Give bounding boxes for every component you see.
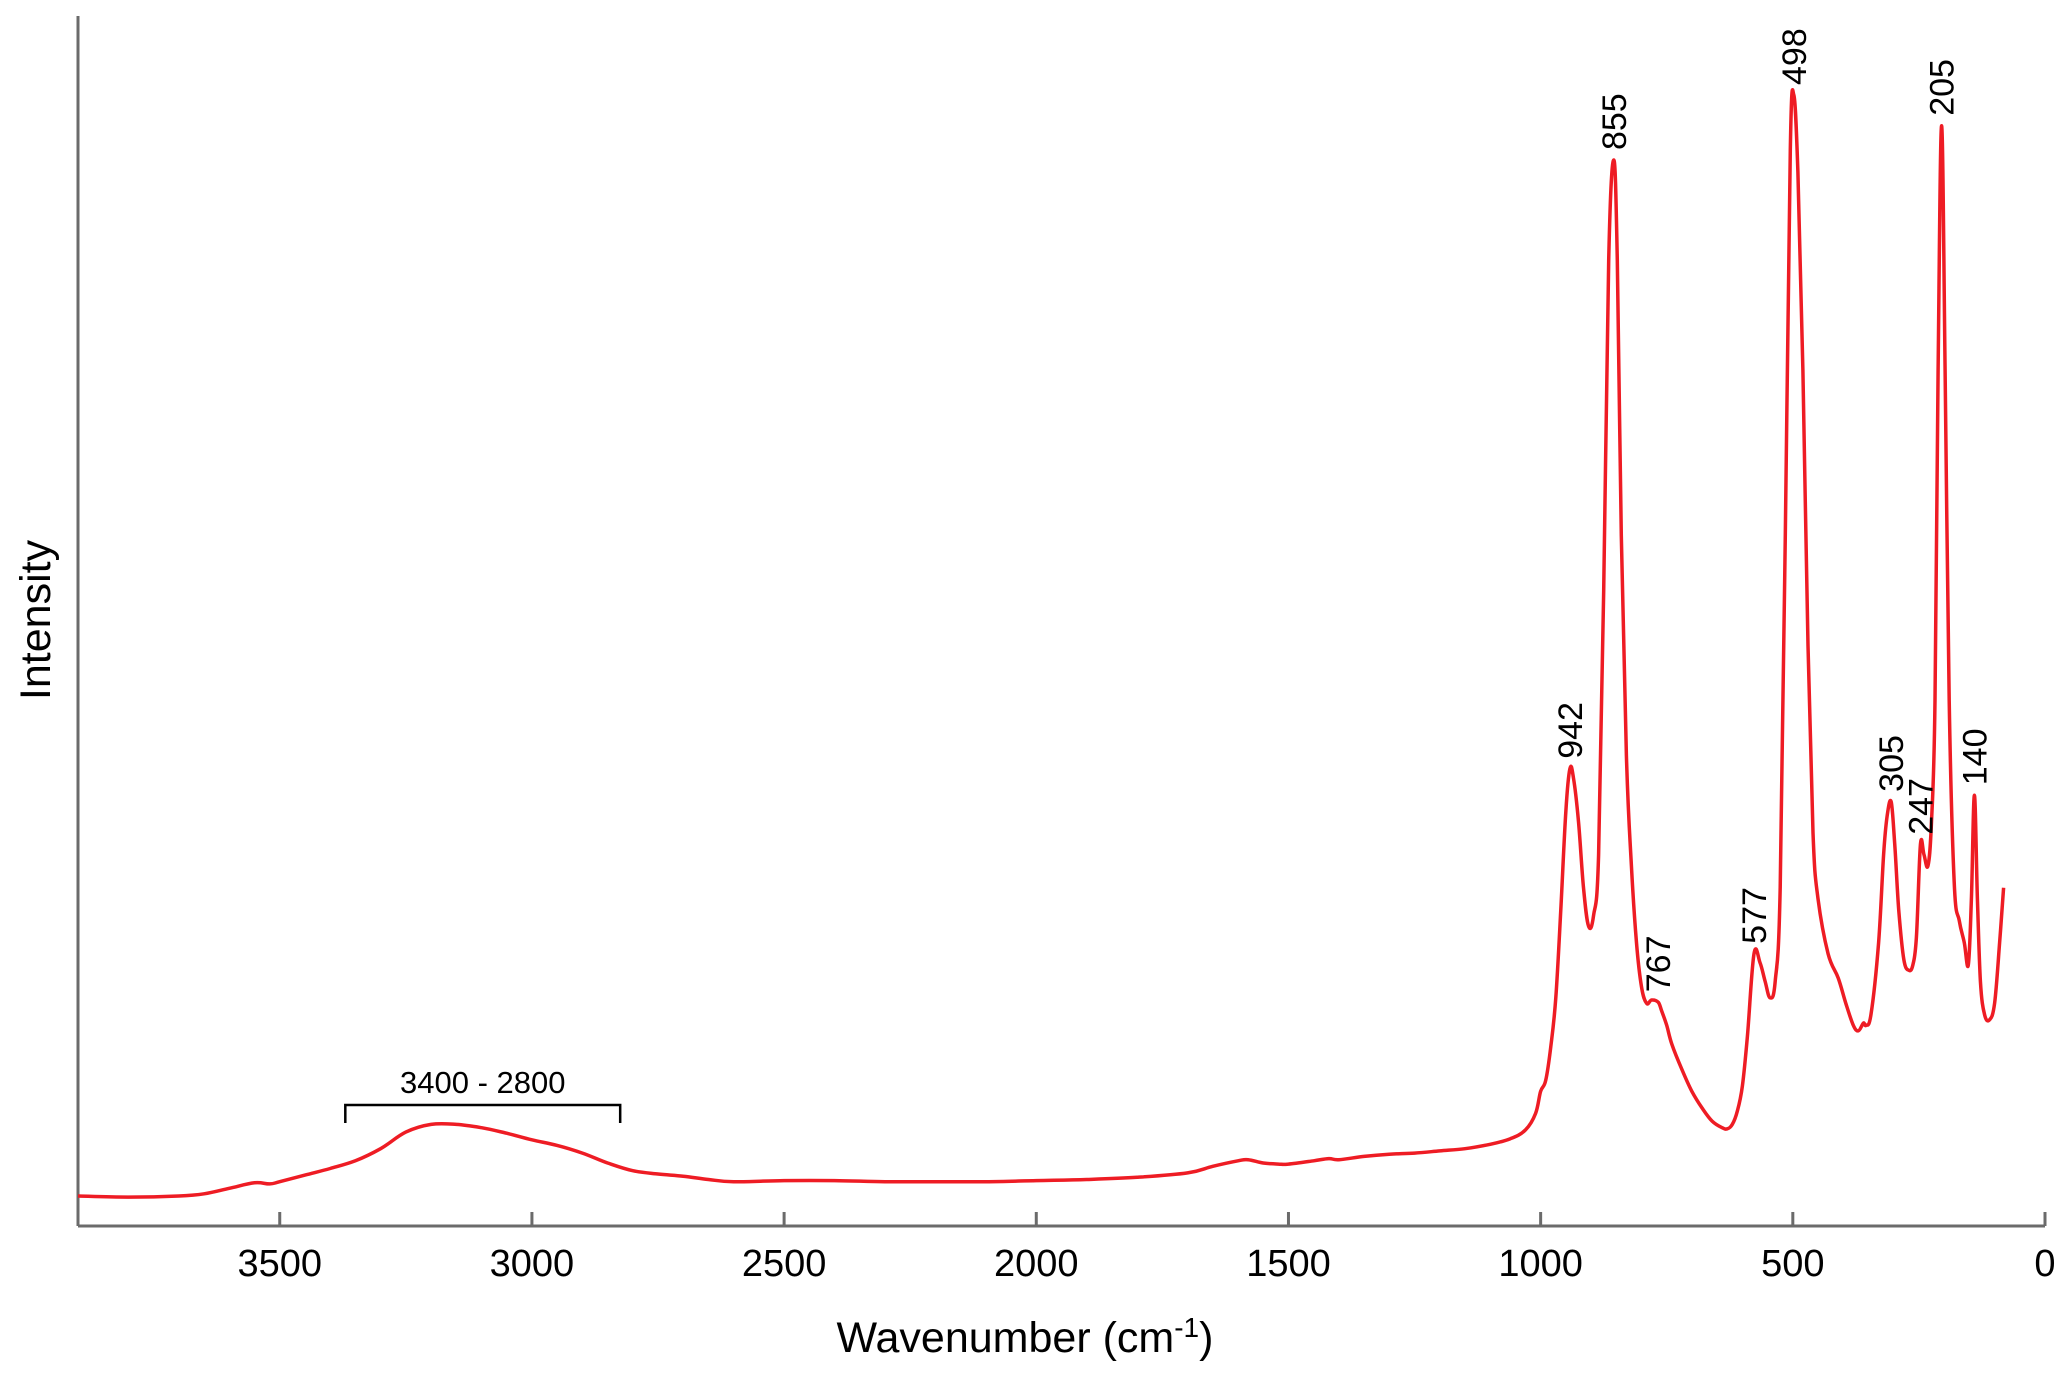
y-axis-label: Intensity	[12, 539, 60, 700]
x-tick-label: 2500	[742, 1243, 827, 1285]
peak-label-577: 577	[1736, 887, 1774, 944]
x-tick-label: 0	[2034, 1243, 2055, 1285]
x-axis-label: Wavenumber (cm-1)	[837, 1312, 1214, 1363]
peak-label-140: 140	[1956, 728, 1994, 785]
plot-frame	[76, 16, 2045, 1228]
x-tick-label: 1000	[1498, 1243, 1583, 1285]
range-bracket	[344, 1103, 622, 1123]
peak-label-855: 855	[1596, 93, 1634, 150]
x-tick-label: 2000	[994, 1243, 1079, 1285]
series-layer	[77, 88, 2006, 1199]
x-axis-ticks: 3500 3000 2500 2000 1500 1000 500 0	[237, 1212, 2056, 1285]
range-bracket-label: 3400 - 2800	[400, 1065, 565, 1100]
x-tick-label: 500	[1761, 1243, 1824, 1285]
spectrum-line-series-0	[77, 88, 2006, 1199]
peak-label-942: 942	[1552, 702, 1590, 759]
peak-label-305: 305	[1873, 735, 1911, 792]
x-tick-label: 1500	[1246, 1243, 1331, 1285]
peak-label-205: 205	[1924, 59, 1962, 116]
x-axis-label-superscript: -1	[1174, 1312, 1199, 1343]
peak-label-767: 767	[1640, 936, 1678, 993]
peak-label-498: 498	[1776, 28, 1814, 85]
x-tick-label: 3500	[237, 1243, 322, 1285]
peak-label-247: 247	[1902, 778, 1940, 835]
x-tick-label: 3000	[490, 1243, 575, 1285]
